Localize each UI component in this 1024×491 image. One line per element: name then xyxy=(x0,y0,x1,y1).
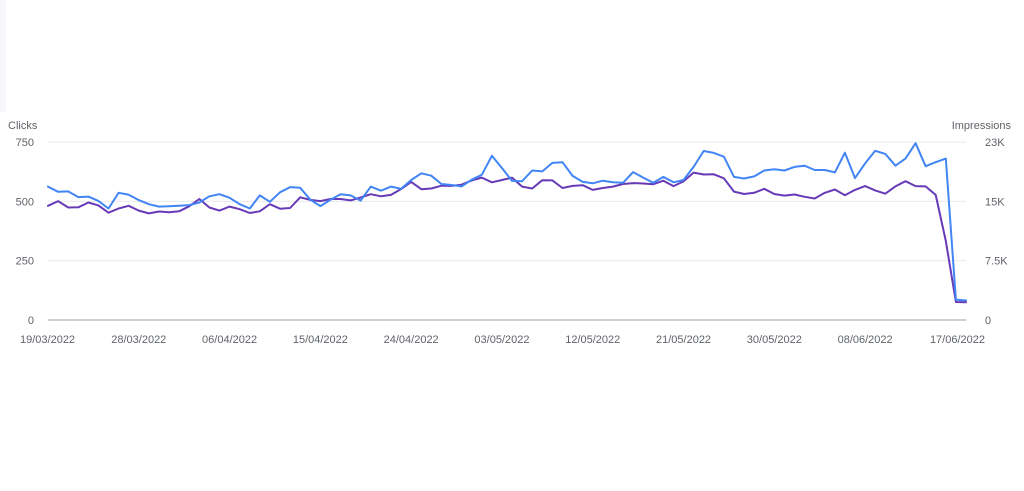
x-tick-label: 15/04/2022 xyxy=(293,334,348,346)
x-tick-label: 30/05/2022 xyxy=(747,334,802,346)
y-right-tick-label: 15K xyxy=(985,196,1005,208)
x-tick-label: 17/06/2022 xyxy=(930,334,985,346)
x-tick-label: 12/05/2022 xyxy=(565,334,620,346)
y-right-tick-label: 7.5K xyxy=(985,256,1008,268)
y-right-tick-label: 0 xyxy=(985,315,991,327)
x-tick-label: 28/03/2022 xyxy=(111,334,166,346)
series-lines xyxy=(47,142,967,304)
x-ticks: 19/03/2022 28/03/2022 06/04/2022 15/04/2022… xyxy=(20,334,985,346)
x-tick-label: 24/04/2022 xyxy=(384,334,439,346)
y-right-ticks: 0 7.5K 15K 23K xyxy=(985,137,1008,327)
y-left-tick-label: 750 xyxy=(16,137,34,149)
x-tick-label: 21/05/2022 xyxy=(656,334,711,346)
x-tick-label: 06/04/2022 xyxy=(202,334,257,346)
x-tick-label: 03/05/2022 xyxy=(474,334,529,346)
y-left-axis-title: Clicks xyxy=(8,120,38,132)
x-tick-label: 19/03/2022 xyxy=(20,334,75,346)
gridlines xyxy=(48,141,966,321)
series-line-impressions xyxy=(47,171,967,304)
y-left-ticks: 0 250 500 750 xyxy=(16,137,34,327)
x-tick-label: 08/06/2022 xyxy=(838,334,893,346)
series-line-clicks xyxy=(47,142,967,302)
y-right-tick-label: 23K xyxy=(985,137,1005,149)
y-left-tick-label: 0 xyxy=(28,315,34,327)
y-right-axis-title: Impressions xyxy=(952,120,1012,132)
y-left-tick-label: 500 xyxy=(16,196,34,208)
y-left-tick-label: 250 xyxy=(16,256,34,268)
left-edge-band xyxy=(0,0,6,112)
